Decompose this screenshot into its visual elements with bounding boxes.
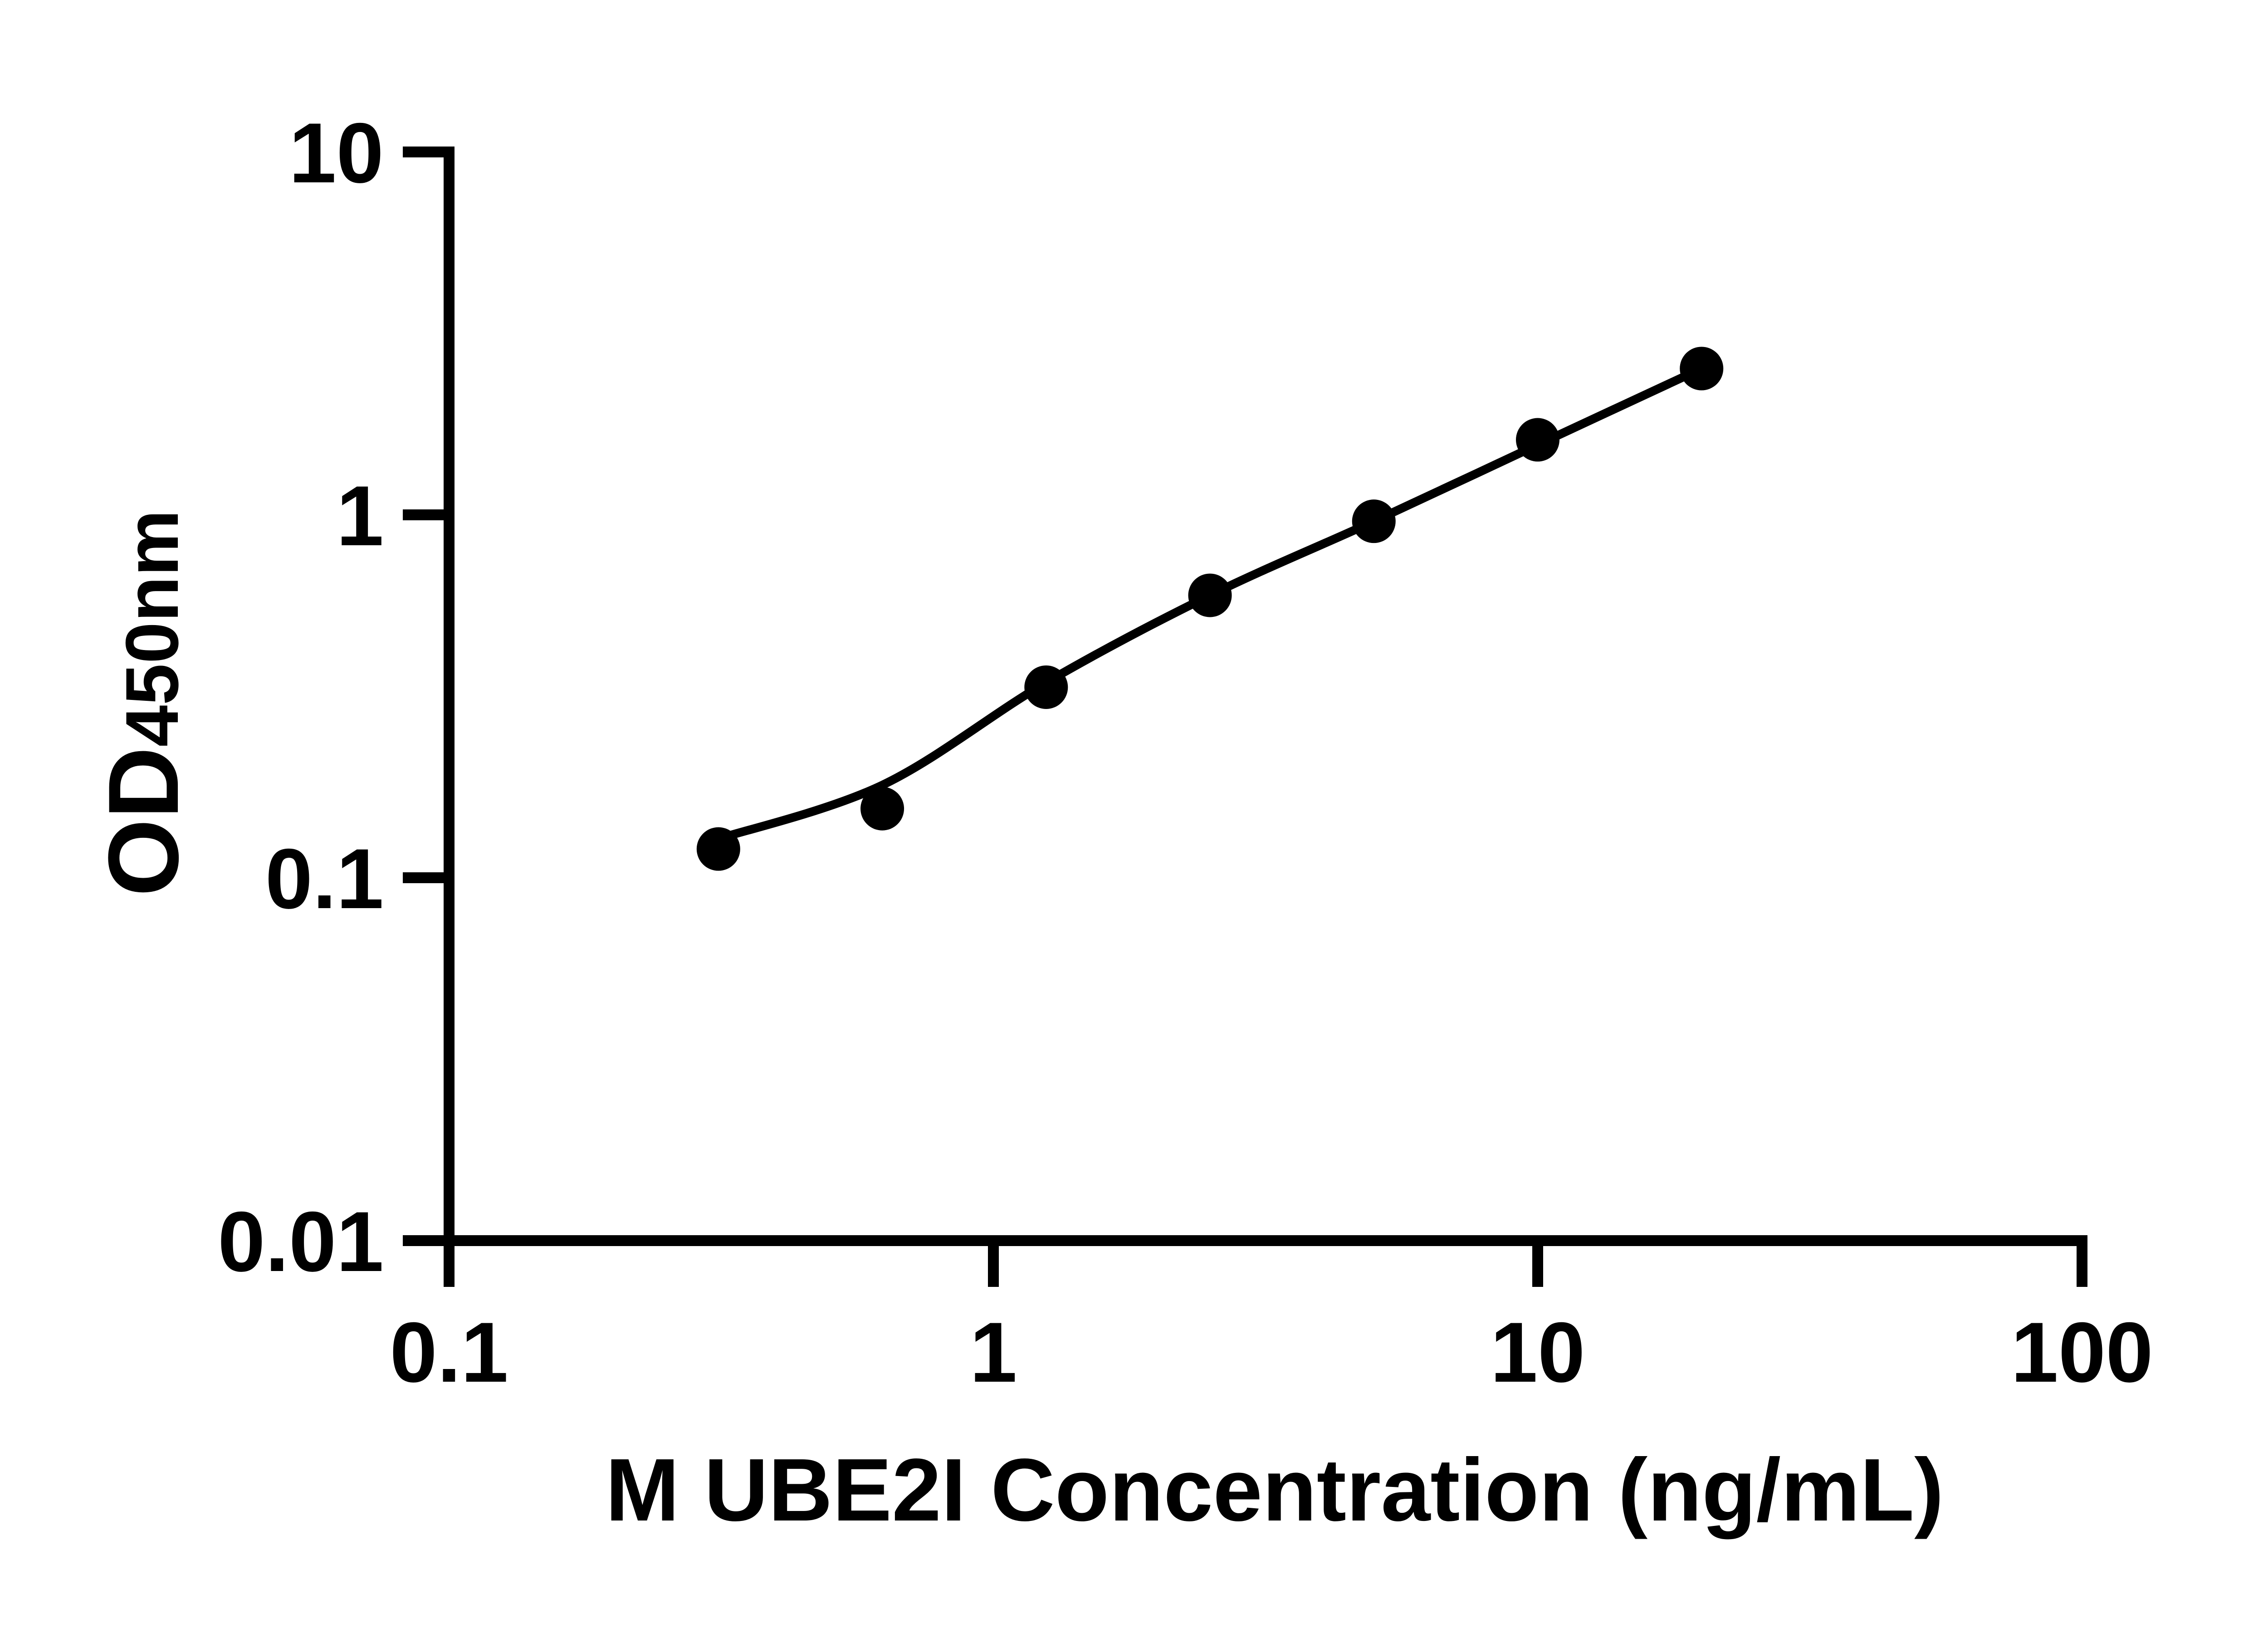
y-tick-label: 0.01 xyxy=(218,1194,384,1289)
data-point xyxy=(696,827,740,871)
x-tick-label: 10 xyxy=(1490,1305,1585,1400)
y-tick-label: 10 xyxy=(289,105,384,200)
data-point xyxy=(1516,418,1559,462)
y-tick-label: 1 xyxy=(336,468,384,563)
data-point xyxy=(860,787,904,831)
x-tick-label: 0.1 xyxy=(390,1305,508,1400)
data-point xyxy=(1188,573,1232,617)
y-axis-title-subscript: 450nm xyxy=(110,510,194,747)
x-axis-title: M UBE2I Concentration (ng/mL) xyxy=(606,1440,1944,1540)
data-point xyxy=(1352,499,1396,543)
y-axis-title-main: OD xyxy=(88,747,199,896)
y-axis-title: OD450nm xyxy=(88,510,199,897)
data-point xyxy=(1024,665,1068,709)
data-point xyxy=(1680,347,1724,391)
y-tick-label: 0.1 xyxy=(265,831,384,926)
x-tick-label: 1 xyxy=(970,1305,1017,1400)
x-tick-label: 100 xyxy=(2011,1305,2153,1400)
